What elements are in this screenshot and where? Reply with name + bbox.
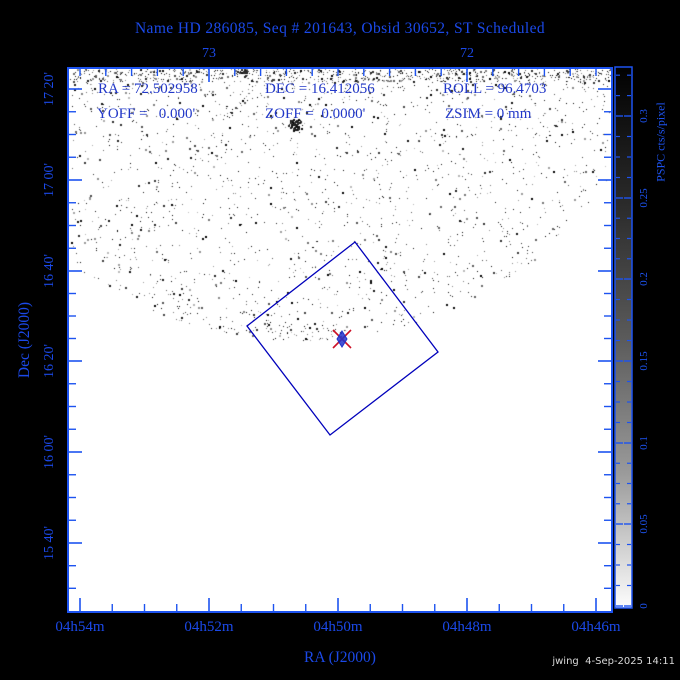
x-top-tick-label: 72 [460, 46, 474, 61]
y-tick-label: 16 20' [42, 343, 57, 379]
annotation-line1-0: RA = 72.502958 [98, 81, 198, 97]
x-tick-label: 04h50m [313, 619, 363, 635]
annotation-line2-0: YOFF = 0.000' [97, 106, 196, 122]
colorbar-title: PSPC cts/s/pixel [653, 102, 668, 182]
y-tick-label: 17 20' [42, 71, 57, 107]
x-tick-label: 04h52m [184, 619, 234, 635]
photon-scatter-field [68, 68, 612, 612]
colorbar-tick-label: 0.1 [638, 436, 650, 450]
y-axis-title: Dec (J2000) [16, 301, 33, 379]
colorbar-tick-label: 0.3 [638, 109, 650, 123]
colorbar-gradient [615, 67, 632, 608]
colorbar-tick-label: 0.2 [638, 272, 650, 286]
x-top-tick-label: 73 [202, 46, 216, 61]
x-tick-label: 04h54m [55, 619, 105, 635]
y-tick-label: 16 00' [42, 434, 57, 470]
colorbar-tick-label: 0 [638, 603, 650, 609]
footer-credit: jwing 4-Sep-2025 14:11 [552, 656, 675, 667]
x-tick-label: 04h48m [442, 619, 492, 635]
y-tick-label: 15 40' [42, 525, 57, 561]
x-axis-title: RA (J2000) [304, 649, 376, 666]
y-tick-label: 17 00' [42, 162, 57, 198]
annotation-line2-1: ZOFF = 0.0000' [265, 106, 366, 122]
annotation-line1-2: ROLL = 96.4703 [443, 81, 547, 97]
colorbar-tick-label: 0.25 [638, 188, 650, 208]
y-tick-label: 16 40' [42, 253, 57, 289]
colorbar-tick-label: 0.05 [638, 514, 650, 534]
page-title: Name HD 286085, Seq # 201643, Obsid 3065… [134, 20, 546, 37]
annotation-line1-1: DEC = 16.412056 [265, 81, 375, 97]
x-tick-label: 04h46m [571, 619, 621, 635]
colorbar-tick-label: 0.15 [638, 351, 650, 371]
annotation-line2-2: ZSIM = 0 mm [445, 106, 532, 122]
